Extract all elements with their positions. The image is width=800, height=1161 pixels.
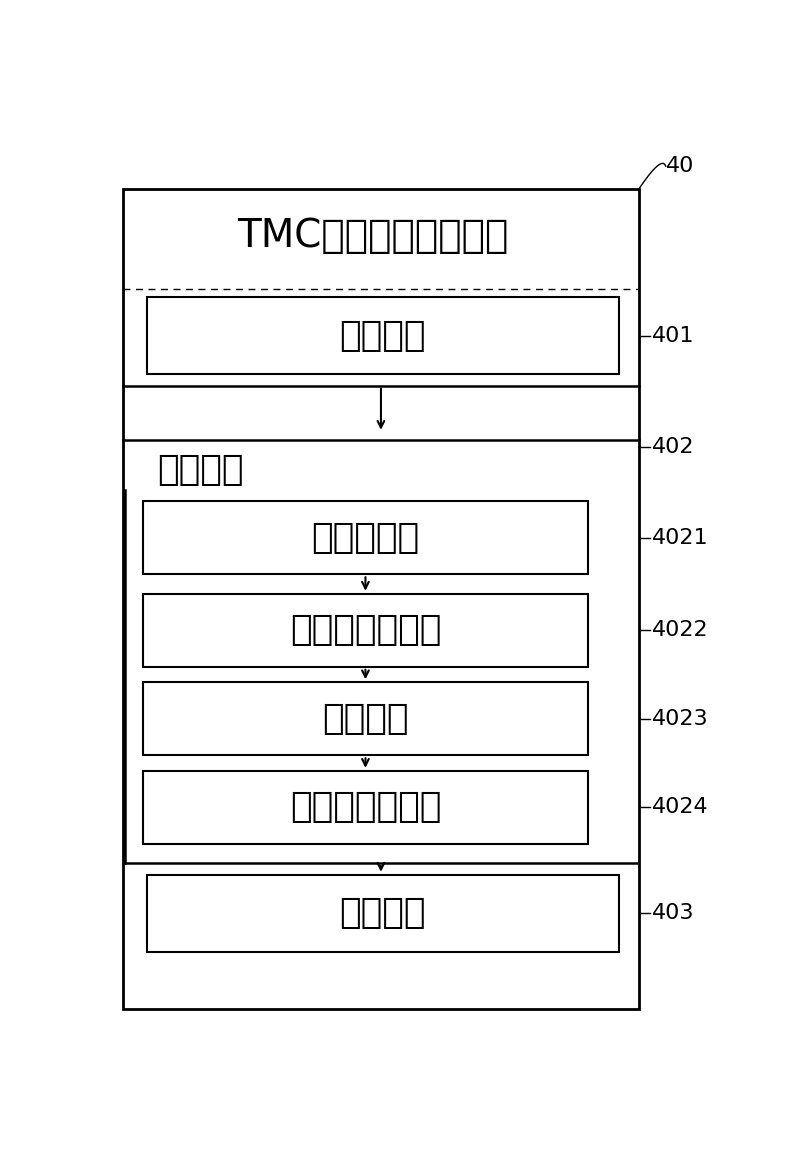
- Bar: [142, 502, 588, 575]
- Text: 401: 401: [652, 326, 694, 346]
- Text: 判断单元: 判断单元: [322, 701, 409, 736]
- Text: 输出单元: 输出单元: [340, 896, 426, 930]
- Text: 路径搜索子单元: 路径搜索子单元: [290, 613, 441, 647]
- Text: 4022: 4022: [652, 620, 709, 640]
- Bar: [123, 189, 638, 1009]
- Text: 403: 403: [652, 903, 694, 923]
- Text: 4024: 4024: [652, 798, 709, 817]
- Text: 映射子单元: 映射子单元: [311, 521, 419, 555]
- Text: 输入单元: 输入单元: [340, 318, 426, 353]
- Text: TMC匹配表的生成装置: TMC匹配表的生成装置: [238, 217, 509, 254]
- Text: 40: 40: [666, 157, 694, 176]
- Bar: [146, 297, 619, 374]
- Bar: [146, 874, 619, 952]
- Bar: [142, 593, 588, 666]
- Text: 属性赋値子单元: 属性赋値子单元: [290, 791, 441, 824]
- Text: 4023: 4023: [652, 708, 709, 729]
- Bar: [142, 683, 588, 756]
- Bar: [142, 771, 588, 844]
- Text: 4021: 4021: [652, 528, 709, 548]
- Text: 402: 402: [652, 438, 694, 457]
- Text: 生成单元: 生成单元: [158, 454, 244, 488]
